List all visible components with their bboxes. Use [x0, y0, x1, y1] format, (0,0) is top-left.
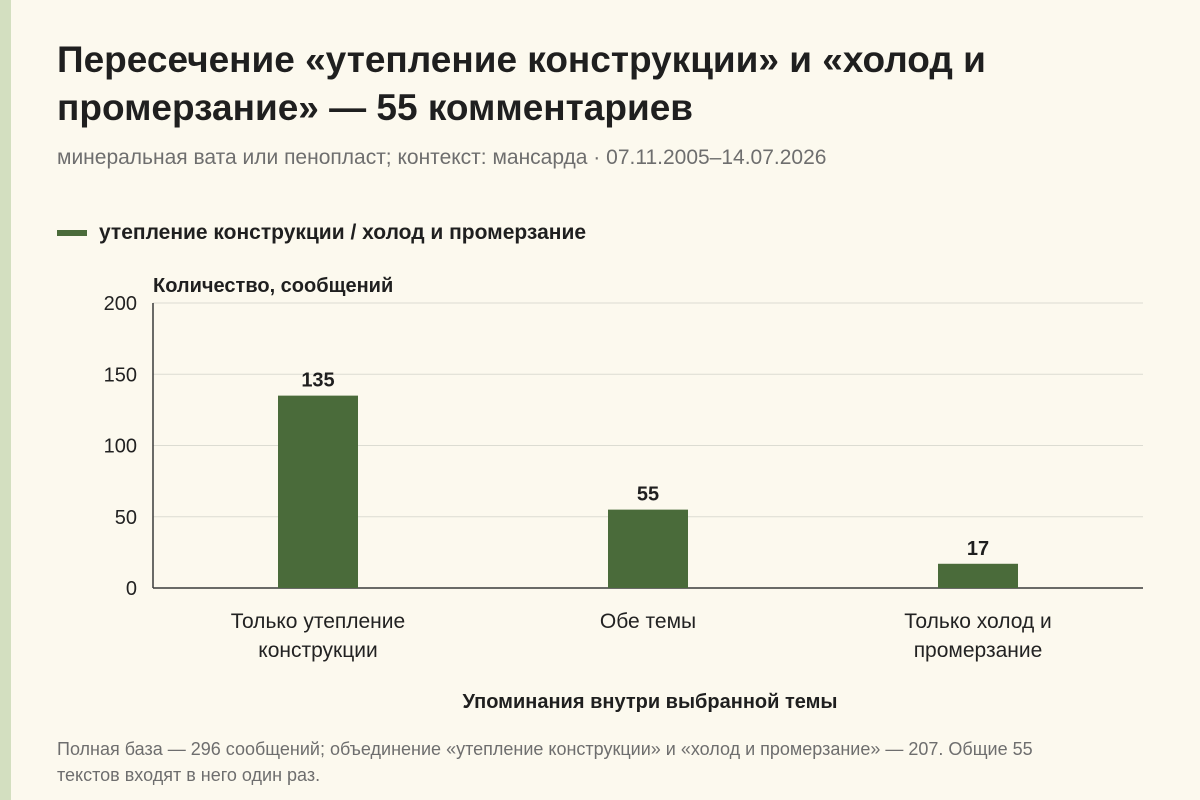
- x-tick-label: Обе темы: [600, 610, 696, 633]
- bar: [278, 395, 358, 588]
- legend: утепление конструкции / холод и промерза…: [57, 220, 586, 246]
- bars: [278, 395, 1018, 588]
- y-tick-label: 50: [115, 507, 137, 529]
- data-label: 55: [637, 484, 659, 506]
- x-tick-label: Только холод и промерзание: [904, 610, 1052, 662]
- footnote: Полная база — 296 сообщений; объединение…: [57, 739, 1033, 785]
- y-tick-label: 100: [104, 436, 137, 458]
- data-labels: 135 55 17: [301, 370, 989, 560]
- x-tick-label: Только утепление конструкции: [231, 610, 405, 662]
- x-axis: Только утепление конструкции Обе темы Тольк…: [231, 610, 1052, 662]
- accent-stripe: [0, 0, 11, 800]
- x-axis-title: Упоминания внутри выбранной темы: [462, 691, 837, 713]
- data-label: 17: [967, 538, 989, 560]
- legend-swatch: [57, 230, 87, 236]
- y-tick-label: 200: [104, 293, 137, 315]
- y-tick-label: 0: [126, 578, 137, 600]
- y-axis: 0 50 100 150 200: [104, 293, 154, 600]
- bar: [608, 509, 688, 588]
- chart-subtitle: минеральная вата или пенопласт; контекст…: [57, 146, 827, 169]
- chart-title: Пересечение «утепление конструкции» и «х…: [57, 39, 986, 128]
- legend-label: утепление конструкции / холод и промерза…: [99, 221, 587, 244]
- y-tick-label: 150: [104, 364, 137, 386]
- data-label: 135: [301, 370, 334, 392]
- bar: [938, 563, 1018, 588]
- y-axis-title: Количество, сообщений: [153, 275, 393, 297]
